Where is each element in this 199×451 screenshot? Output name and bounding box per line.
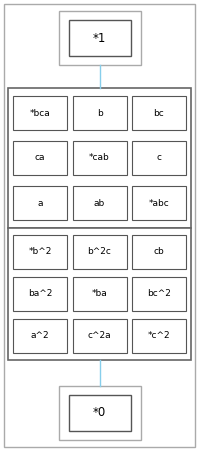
Text: *bca: *bca: [30, 109, 50, 118]
Text: *c^2: *c^2: [148, 331, 170, 341]
Bar: [13, 277, 67, 311]
Bar: [72, 96, 127, 130]
Text: b: b: [97, 109, 102, 118]
Bar: [72, 319, 127, 353]
Bar: [132, 186, 186, 220]
Bar: [59, 11, 140, 65]
Bar: [59, 386, 140, 440]
Text: *abc: *abc: [149, 198, 169, 207]
Text: *0: *0: [93, 406, 106, 419]
Bar: [13, 141, 67, 175]
Bar: [132, 235, 186, 269]
Text: a: a: [37, 198, 43, 207]
Text: *b^2: *b^2: [28, 248, 52, 257]
Text: ab: ab: [94, 198, 105, 207]
Bar: [13, 186, 67, 220]
Text: *1: *1: [93, 32, 106, 45]
Text: ca: ca: [35, 153, 45, 162]
Bar: [132, 319, 186, 353]
Bar: [8, 88, 191, 228]
Bar: [13, 96, 67, 130]
Text: *cab: *cab: [89, 153, 110, 162]
Bar: [68, 20, 131, 56]
Bar: [72, 277, 127, 311]
Text: *ba: *ba: [92, 290, 107, 299]
Text: b^2c: b^2c: [88, 248, 111, 257]
Bar: [13, 235, 67, 269]
Text: bc^2: bc^2: [147, 290, 171, 299]
Bar: [132, 96, 186, 130]
Text: ba^2: ba^2: [28, 290, 52, 299]
Text: a^2: a^2: [31, 331, 49, 341]
Text: c: c: [156, 153, 162, 162]
Bar: [72, 186, 127, 220]
Bar: [132, 277, 186, 311]
Bar: [8, 228, 191, 360]
Text: c^2a: c^2a: [88, 331, 111, 341]
Text: bc: bc: [154, 109, 164, 118]
Bar: [72, 141, 127, 175]
Bar: [72, 235, 127, 269]
Bar: [13, 319, 67, 353]
Bar: [68, 395, 131, 431]
Text: cb: cb: [154, 248, 164, 257]
Bar: [132, 141, 186, 175]
